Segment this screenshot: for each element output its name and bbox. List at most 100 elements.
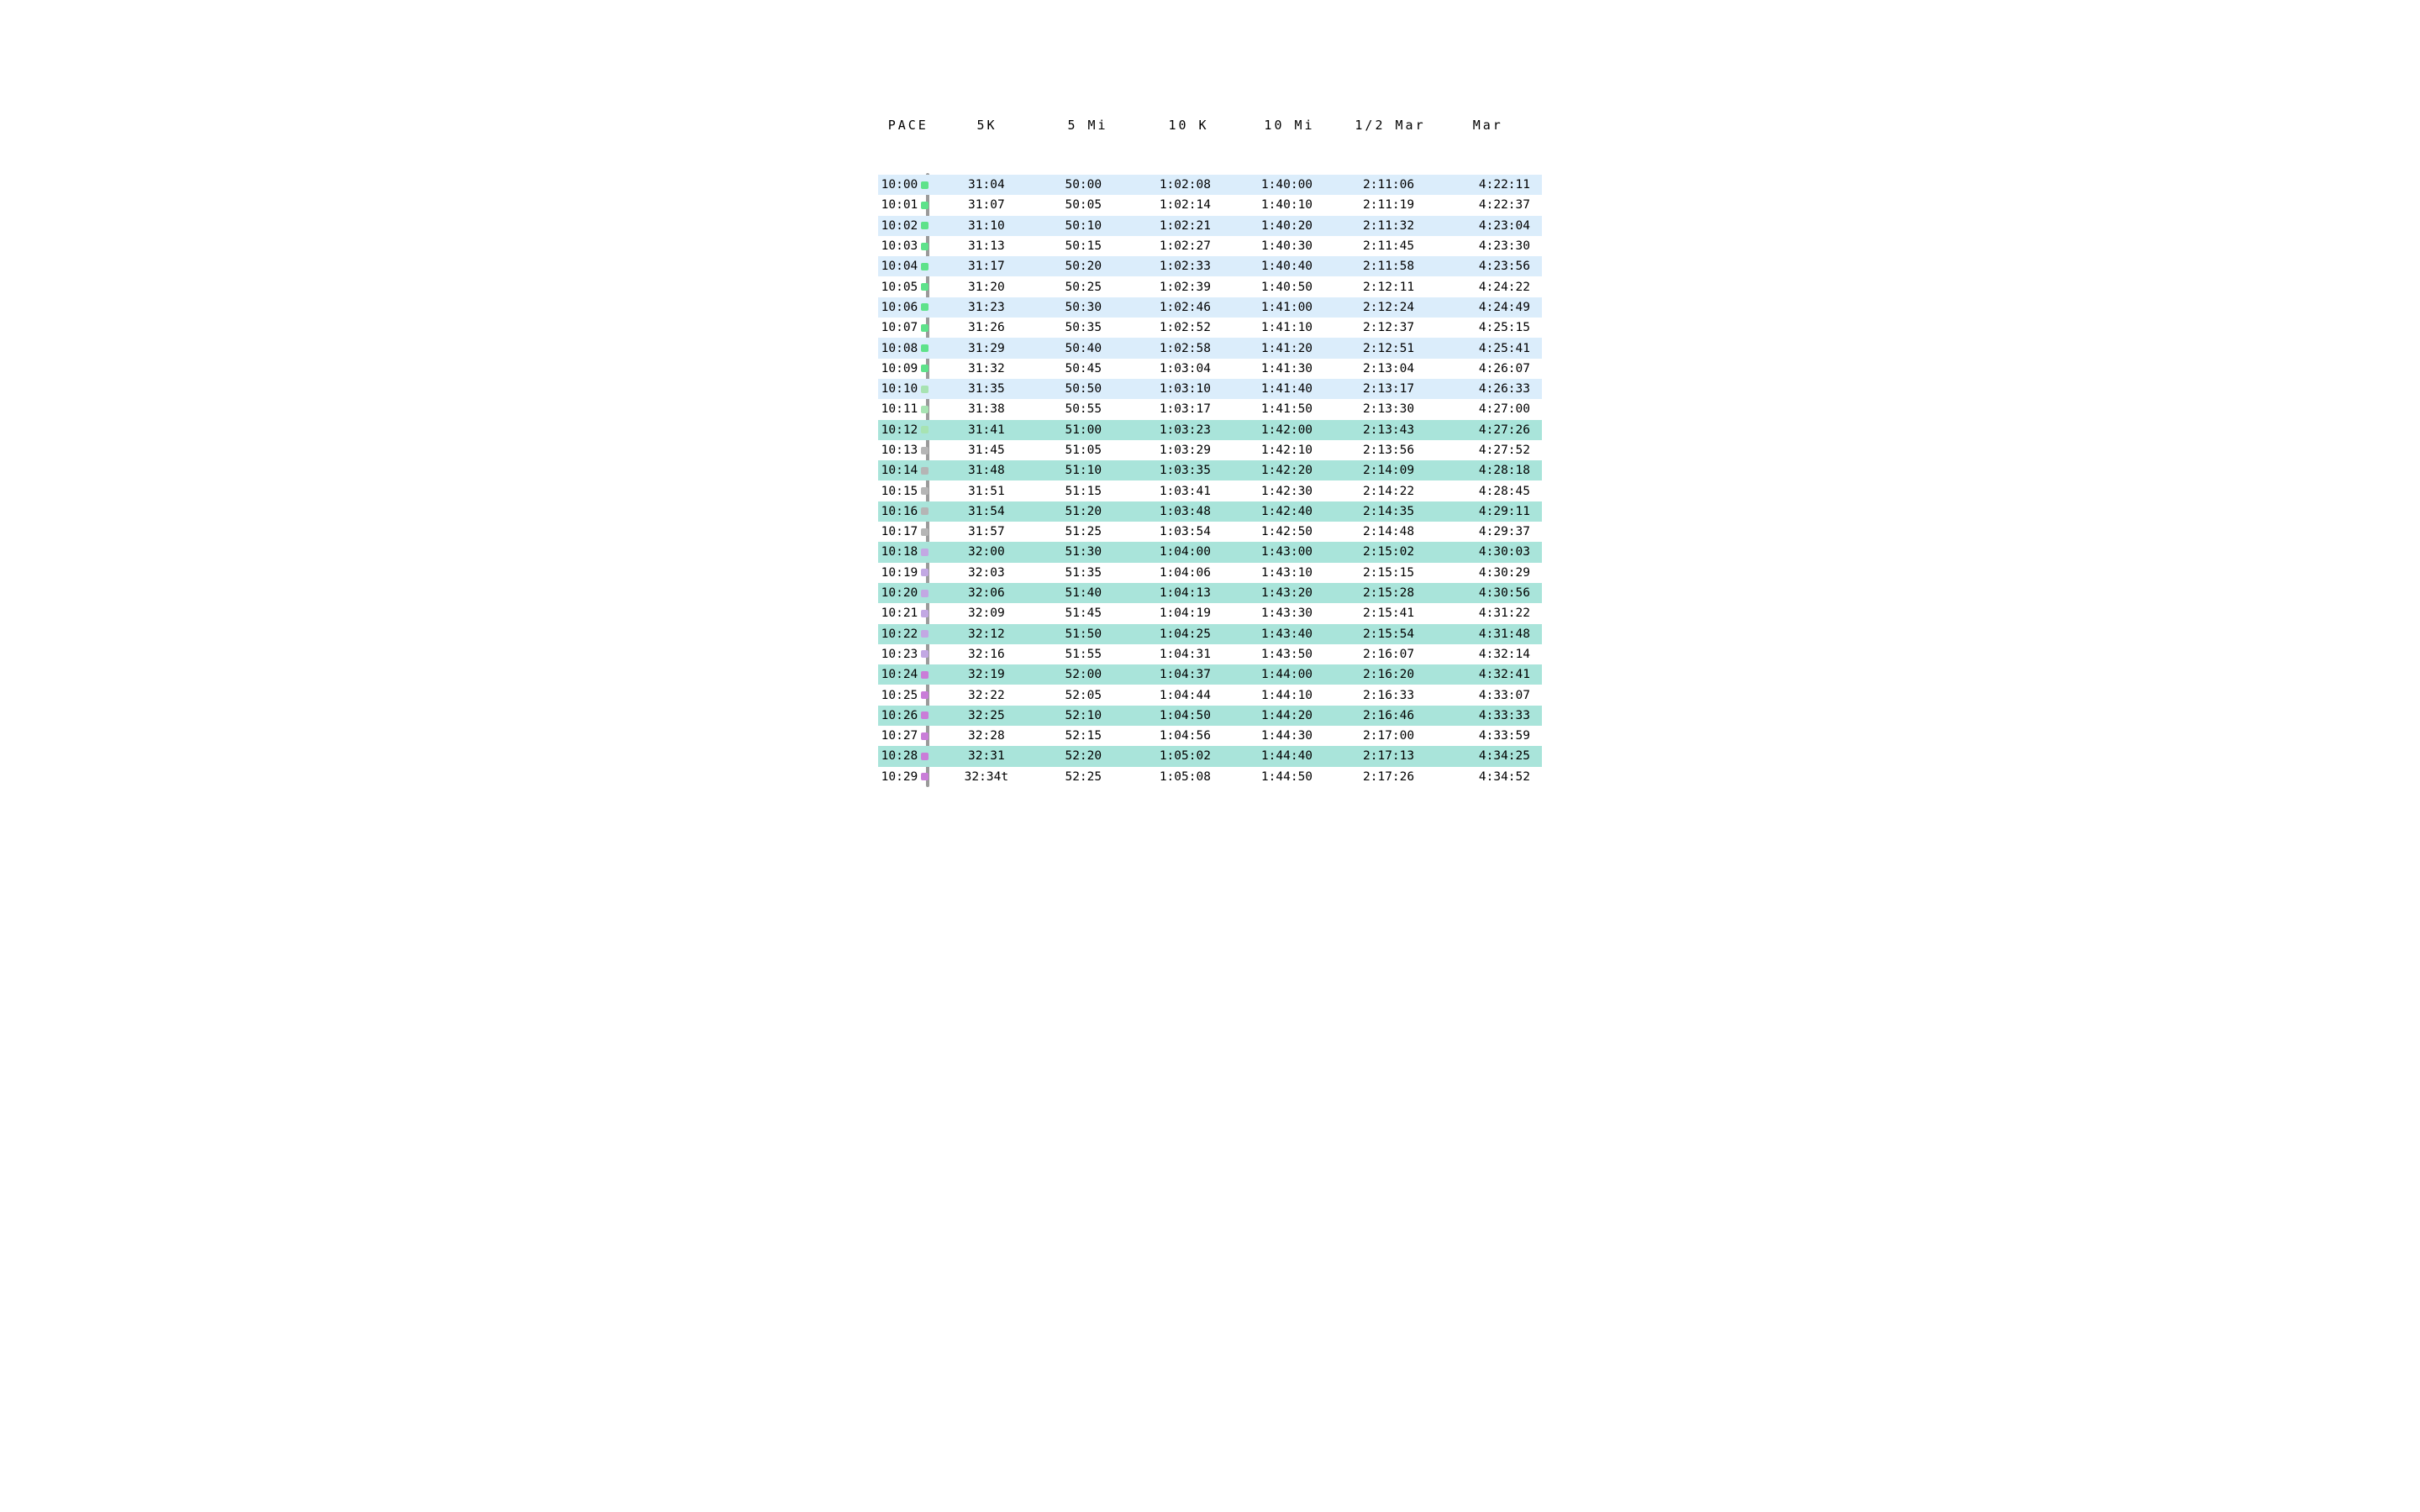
cell-mar: 4:24:22	[1439, 281, 1542, 294]
cell-10mi: 1:40:00	[1236, 178, 1338, 192]
cell-pace: 10:20	[878, 586, 918, 600]
cell-half: 2:16:46	[1338, 709, 1439, 722]
marker-icon	[921, 610, 929, 617]
marker-icon	[921, 528, 929, 536]
cell-half: 2:14:09	[1338, 464, 1439, 477]
cell-mar: 4:27:26	[1439, 423, 1542, 437]
header-halfmar: 1/2 Mar	[1340, 118, 1441, 133]
cell-10mi: 1:41:20	[1236, 342, 1338, 355]
cell-half: 2:14:35	[1338, 505, 1439, 518]
marker-icon	[921, 650, 929, 658]
cell-mar: 4:26:07	[1439, 362, 1542, 375]
marker-cell	[918, 344, 940, 352]
header-10k: 10 K	[1139, 118, 1239, 133]
cell-pace: 10:08	[878, 342, 918, 355]
marker-cell	[918, 650, 940, 658]
cell-mar: 4:34:25	[1439, 749, 1542, 763]
cell-10k: 1:03:17	[1134, 402, 1236, 416]
cell-5k: 32:25	[940, 709, 1033, 722]
cell-10k: 1:02:27	[1134, 239, 1236, 253]
cell-10mi: 1:44:30	[1236, 729, 1338, 743]
cell-mar: 4:23:30	[1439, 239, 1542, 253]
marker-icon	[921, 467, 929, 475]
marker-cell	[918, 283, 940, 291]
cell-pace: 10:26	[878, 709, 918, 722]
marker-icon	[921, 406, 929, 413]
cell-10k: 1:03:10	[1134, 382, 1236, 396]
cell-5k: 32:09	[940, 606, 1033, 620]
marker-cell	[918, 365, 940, 372]
cell-5mi: 51:35	[1033, 566, 1134, 580]
cell-half: 2:13:17	[1338, 382, 1439, 396]
marker-icon	[921, 222, 929, 229]
marker-cell	[918, 324, 940, 332]
table-row: 10:0031:0450:001:02:081:40:002:11:064:22…	[878, 175, 1542, 195]
marker-icon	[921, 569, 929, 576]
marker-icon	[921, 447, 929, 454]
header-10mi: 10 Mi	[1239, 118, 1340, 133]
cell-half: 2:12:11	[1338, 281, 1439, 294]
cell-half: 2:13:30	[1338, 402, 1439, 416]
cell-mar: 4:31:48	[1439, 627, 1542, 641]
cell-5k: 31:10	[940, 219, 1033, 233]
cell-5k: 32:06	[940, 586, 1033, 600]
cell-half: 2:14:48	[1338, 525, 1439, 538]
marker-cell	[918, 263, 940, 270]
cell-10mi: 1:42:30	[1236, 485, 1338, 498]
cell-5mi: 51:55	[1033, 648, 1134, 661]
cell-10k: 1:04:56	[1134, 729, 1236, 743]
cell-10k: 1:04:13	[1134, 586, 1236, 600]
table-row: 10:2232:1251:501:04:251:43:402:15:544:31…	[878, 624, 1542, 644]
cell-10k: 1:03:04	[1134, 362, 1236, 375]
cell-10mi: 1:40:50	[1236, 281, 1338, 294]
marker-cell	[918, 447, 940, 454]
marker-icon	[921, 181, 929, 189]
cell-half: 2:14:22	[1338, 485, 1439, 498]
table-body: 10:0031:0450:001:02:081:40:002:11:064:22…	[878, 175, 1542, 787]
cell-pace: 10:18	[878, 545, 918, 559]
marker-cell	[918, 507, 940, 515]
table-row: 10:1131:3850:551:03:171:41:502:13:304:27…	[878, 399, 1542, 419]
table-row: 10:0231:1050:101:02:211:40:202:11:324:23…	[878, 216, 1542, 236]
table-row: 10:0831:2950:401:02:581:41:202:12:514:25…	[878, 338, 1542, 358]
cell-pace: 10:02	[878, 219, 918, 233]
cell-5k: 32:22	[940, 689, 1033, 702]
marker-cell	[918, 202, 940, 209]
table-row: 10:2832:3152:201:05:021:44:402:17:134:34…	[878, 746, 1542, 766]
cell-mar: 4:33:59	[1439, 729, 1542, 743]
table-row: 10:2032:0651:401:04:131:43:202:15:284:30…	[878, 583, 1542, 603]
cell-10mi: 1:41:30	[1236, 362, 1338, 375]
marker-icon	[921, 365, 929, 372]
cell-10mi: 1:42:00	[1236, 423, 1338, 437]
cell-5mi: 50:50	[1033, 382, 1134, 396]
table-row: 10:1932:0351:351:04:061:43:102:15:154:30…	[878, 563, 1542, 583]
cell-10mi: 1:40:40	[1236, 260, 1338, 273]
marker-cell	[918, 222, 940, 229]
cell-5mi: 50:35	[1033, 321, 1134, 334]
cell-10mi: 1:44:20	[1236, 709, 1338, 722]
cell-5mi: 51:10	[1033, 464, 1134, 477]
marker-cell	[918, 487, 940, 495]
table-row: 10:0731:2650:351:02:521:41:102:12:374:25…	[878, 318, 1542, 338]
table-header-row: PACE 5K 5 Mi 10 K 10 Mi 1/2 Mar Mar	[878, 118, 1542, 133]
cell-mar: 4:23:04	[1439, 219, 1542, 233]
cell-mar: 4:31:22	[1439, 606, 1542, 620]
marker-icon	[921, 283, 929, 291]
cell-pace: 10:22	[878, 627, 918, 641]
cell-5k: 31:48	[940, 464, 1033, 477]
cell-pace: 10:12	[878, 423, 918, 437]
cell-5k: 31:57	[940, 525, 1033, 538]
marker-cell	[918, 671, 940, 679]
cell-pace: 10:14	[878, 464, 918, 477]
cell-pace: 10:09	[878, 362, 918, 375]
cell-10mi: 1:43:20	[1236, 586, 1338, 600]
cell-10k: 1:02:33	[1134, 260, 1236, 273]
cell-5k: 31:38	[940, 402, 1033, 416]
marker-icon	[921, 324, 929, 332]
cell-5mi: 51:30	[1033, 545, 1134, 559]
cell-pace: 10:03	[878, 239, 918, 253]
cell-pace: 10:11	[878, 402, 918, 416]
cell-5mi: 50:15	[1033, 239, 1134, 253]
cell-half: 2:16:33	[1338, 689, 1439, 702]
cell-pace: 10:07	[878, 321, 918, 334]
